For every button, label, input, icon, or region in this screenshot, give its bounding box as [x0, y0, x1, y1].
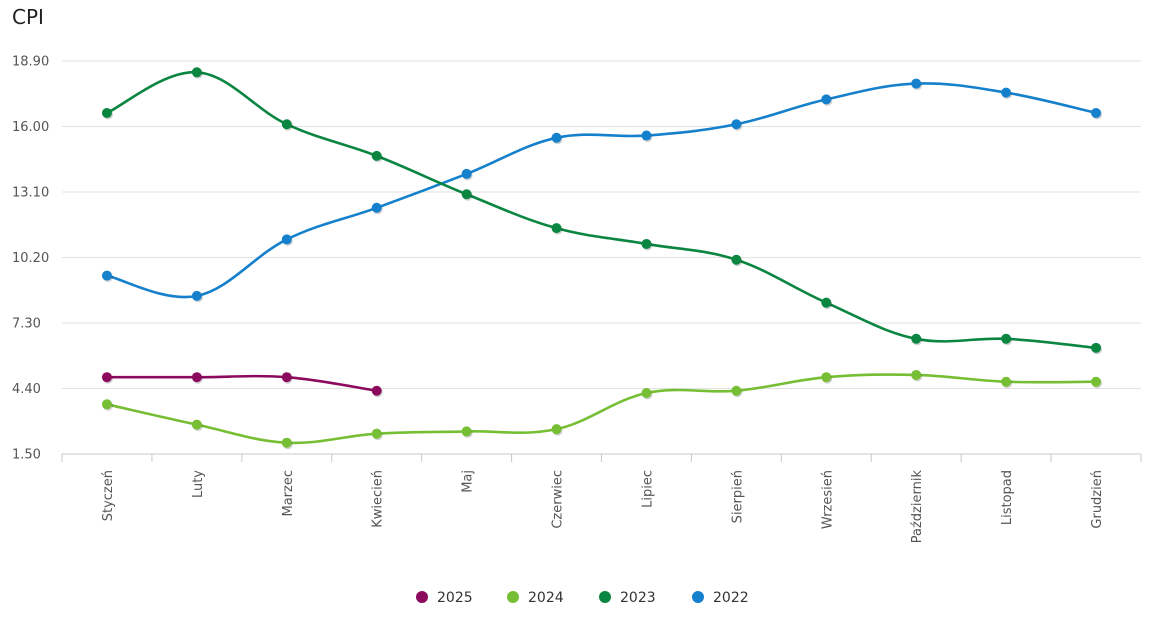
legend-item-2024[interactable]: 2024	[507, 590, 564, 606]
x-category-label: Marzec	[281, 470, 296, 517]
data-point[interactable]	[731, 254, 742, 265]
x-category-label: Sierpień	[730, 470, 745, 523]
legend-marker	[599, 591, 611, 603]
legend-marker	[416, 591, 428, 603]
x-category-label: Kwiecień	[371, 470, 386, 528]
data-point[interactable]	[101, 107, 112, 118]
legend-label: 2025	[437, 590, 473, 606]
data-point[interactable]	[821, 297, 832, 308]
data-point[interactable]	[281, 372, 292, 383]
x-axis-categories: Styczeń Luty Marzec Kwiecień Maj Czerwiec Lipi…	[101, 470, 1105, 544]
y-tick-label: 7.30	[12, 317, 41, 332]
data-point[interactable]	[1001, 87, 1012, 98]
data-point[interactable]	[821, 372, 832, 383]
x-category-label: Maj	[461, 470, 476, 493]
legend-label: 2024	[528, 590, 564, 606]
data-point[interactable]	[461, 168, 472, 179]
legend-item-2023[interactable]: 2023	[599, 590, 656, 606]
data-point[interactable]	[281, 437, 292, 448]
y-tick-label: 10.20	[12, 251, 49, 266]
data-point[interactable]	[821, 94, 832, 105]
x-category-label: Listopad	[1000, 470, 1015, 525]
data-point[interactable]	[461, 426, 472, 437]
y-tick-label: 13.10	[12, 186, 49, 201]
data-point[interactable]	[101, 270, 112, 281]
data-point[interactable]	[191, 372, 202, 383]
y-tick-label: 16.00	[12, 120, 49, 135]
data-point[interactable]	[641, 238, 652, 249]
data-point[interactable]	[731, 119, 742, 130]
x-category-label: Luty	[191, 470, 206, 498]
x-category-label: Październik	[910, 470, 925, 544]
data-point[interactable]	[1091, 342, 1102, 353]
data-point[interactable]	[281, 119, 292, 130]
data-point[interactable]	[191, 67, 202, 78]
y-tick-label: 18.90	[12, 55, 49, 70]
data-point[interactable]	[911, 78, 922, 89]
data-point[interactable]	[1091, 376, 1102, 387]
series-2025	[101, 372, 383, 398]
x-category-label: Wrzesień	[820, 470, 835, 529]
data-point[interactable]	[641, 388, 652, 399]
legend-label: 2023	[620, 590, 656, 606]
data-point[interactable]	[281, 234, 292, 245]
x-category-label: Lipiec	[640, 470, 655, 508]
data-point[interactable]	[101, 372, 112, 383]
y-axis-ticks: 1.50 4.40 7.30 10.20 13.10 16.00 18.90	[12, 55, 49, 463]
data-point[interactable]	[731, 385, 742, 396]
legend-marker	[692, 591, 704, 603]
series-2023	[101, 67, 1103, 355]
data-point[interactable]	[191, 419, 202, 430]
data-point[interactable]	[371, 202, 382, 213]
series-line	[106, 82, 1097, 299]
x-category-label: Grudzień	[1090, 470, 1105, 529]
data-point[interactable]	[551, 424, 562, 435]
data-point[interactable]	[641, 130, 652, 141]
data-point[interactable]	[461, 189, 472, 200]
data-point[interactable]	[911, 333, 922, 344]
series-2022	[101, 78, 1103, 303]
series-line	[106, 70, 1097, 350]
chart-title: CPI	[12, 5, 44, 29]
x-category-label: Czerwiec	[551, 470, 566, 529]
series-group	[101, 67, 1103, 450]
series-line	[106, 374, 377, 393]
data-point[interactable]	[101, 399, 112, 410]
grid	[61, 60, 1142, 462]
data-point[interactable]	[911, 369, 922, 380]
series-line	[106, 373, 1097, 445]
legend-label: 2022	[713, 590, 749, 606]
data-point[interactable]	[1001, 376, 1012, 387]
y-tick-label: 4.40	[12, 382, 41, 397]
data-point[interactable]	[551, 223, 562, 234]
y-tick-label: 1.50	[12, 448, 41, 463]
series-2024	[101, 369, 1103, 450]
x-category-label: Styczeń	[101, 470, 116, 521]
data-point[interactable]	[371, 428, 382, 439]
data-point[interactable]	[371, 385, 382, 396]
data-point[interactable]	[551, 132, 562, 143]
data-point[interactable]	[371, 150, 382, 161]
legend-item-2022[interactable]: 2022	[692, 590, 749, 606]
legend-marker	[507, 591, 519, 603]
data-point[interactable]	[191, 290, 202, 301]
data-point[interactable]	[1091, 107, 1102, 118]
legend[interactable]: 2025 2024 2023 2022	[416, 590, 749, 606]
legend-item-2025[interactable]: 2025	[416, 590, 473, 606]
data-point[interactable]	[1001, 333, 1012, 344]
